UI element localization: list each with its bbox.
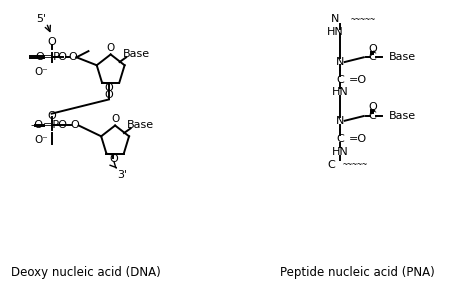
Text: O: O xyxy=(107,43,115,53)
Text: -O: -O xyxy=(54,52,67,62)
Text: O: O xyxy=(111,114,119,124)
Text: N: N xyxy=(336,116,345,126)
Text: Peptide nucleic acid (PNA): Peptide nucleic acid (PNA) xyxy=(280,266,435,279)
Text: O⁻: O⁻ xyxy=(34,67,48,77)
Text: HN: HN xyxy=(327,27,343,37)
Text: -O=P: -O=P xyxy=(30,121,59,131)
Text: O: O xyxy=(104,83,113,93)
Text: C: C xyxy=(337,134,344,144)
Text: N: N xyxy=(336,57,345,67)
Text: ~~~~~: ~~~~~ xyxy=(350,15,375,24)
Text: C: C xyxy=(328,160,335,170)
Text: Base: Base xyxy=(122,49,149,59)
Text: -O: -O xyxy=(54,121,67,131)
Text: 3': 3' xyxy=(117,170,127,180)
Text: O: O xyxy=(368,44,377,54)
Text: HN: HN xyxy=(332,147,349,157)
Text: Base: Base xyxy=(389,52,416,62)
Text: Base: Base xyxy=(389,111,416,121)
Text: O: O xyxy=(69,52,77,62)
Text: O=P: O=P xyxy=(35,52,60,62)
Text: HN: HN xyxy=(332,87,349,97)
Text: =O: =O xyxy=(349,75,367,85)
Text: 5': 5' xyxy=(36,14,46,24)
Text: C: C xyxy=(337,75,344,85)
Text: Deoxy nucleic acid (DNA): Deoxy nucleic acid (DNA) xyxy=(11,266,161,279)
Text: O: O xyxy=(368,102,377,113)
Text: Base: Base xyxy=(127,121,154,131)
Text: O: O xyxy=(104,90,113,100)
Text: O: O xyxy=(71,121,80,131)
Text: O: O xyxy=(47,37,56,47)
Text: O⁻: O⁻ xyxy=(34,135,48,145)
Text: N: N xyxy=(331,14,339,24)
Text: ~~~~~: ~~~~~ xyxy=(343,160,368,169)
Text: O: O xyxy=(109,154,118,164)
Text: C: C xyxy=(369,52,376,62)
Text: O: O xyxy=(47,111,56,121)
Text: =O: =O xyxy=(349,134,367,144)
Text: C: C xyxy=(369,111,376,121)
